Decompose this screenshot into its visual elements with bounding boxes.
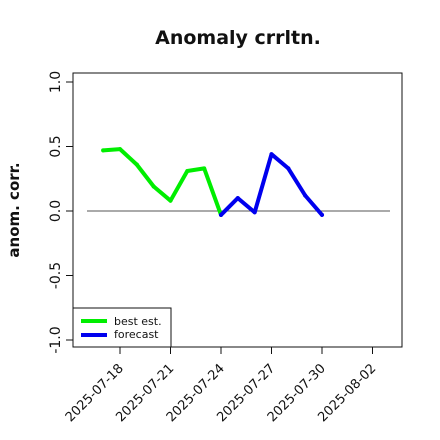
data-point-best-est	[118, 147, 122, 152]
data-point-best-est	[185, 169, 190, 174]
data-point-forecast	[219, 212, 223, 217]
data-point-forecast	[303, 193, 308, 198]
data-point-best-est	[168, 198, 173, 203]
data-point-best-est	[202, 166, 207, 171]
legend-label-forecast: forecast	[114, 328, 159, 341]
data-point-best-est	[134, 162, 139, 167]
y-axis-label: anom. corr.	[5, 162, 23, 257]
data-point-forecast	[269, 152, 274, 157]
data-point-best-est	[151, 184, 156, 189]
data-point-best-est	[101, 148, 106, 153]
y-tick-label: -1.0	[48, 326, 64, 353]
legend-label-best-est: best est.	[114, 315, 162, 328]
series-line-forecast	[219, 152, 324, 217]
data-point-forecast	[235, 196, 240, 201]
y-tick-label: 0.0	[48, 200, 64, 222]
series-layer	[101, 147, 324, 217]
plot-frame	[72, 72, 403, 348]
y-axis: -1.0 -0.5 0.0 0.5 1.0	[48, 71, 73, 354]
y-tick-label: 0.5	[48, 135, 64, 157]
chart-title: Anomaly crrltn.	[155, 27, 321, 49]
data-point-forecast	[286, 166, 291, 171]
x-axis: 2025-07-182025-07-212025-07-242025-07-27…	[63, 347, 379, 425]
data-point-forecast	[252, 210, 257, 215]
legend: best est. forecast	[72, 307, 172, 348]
legend-box	[72, 307, 172, 348]
y-tick-label: -0.5	[48, 262, 64, 289]
series-line-best-est	[101, 147, 223, 217]
data-point-forecast	[320, 212, 324, 217]
y-tick-label: 1.0	[48, 71, 64, 93]
